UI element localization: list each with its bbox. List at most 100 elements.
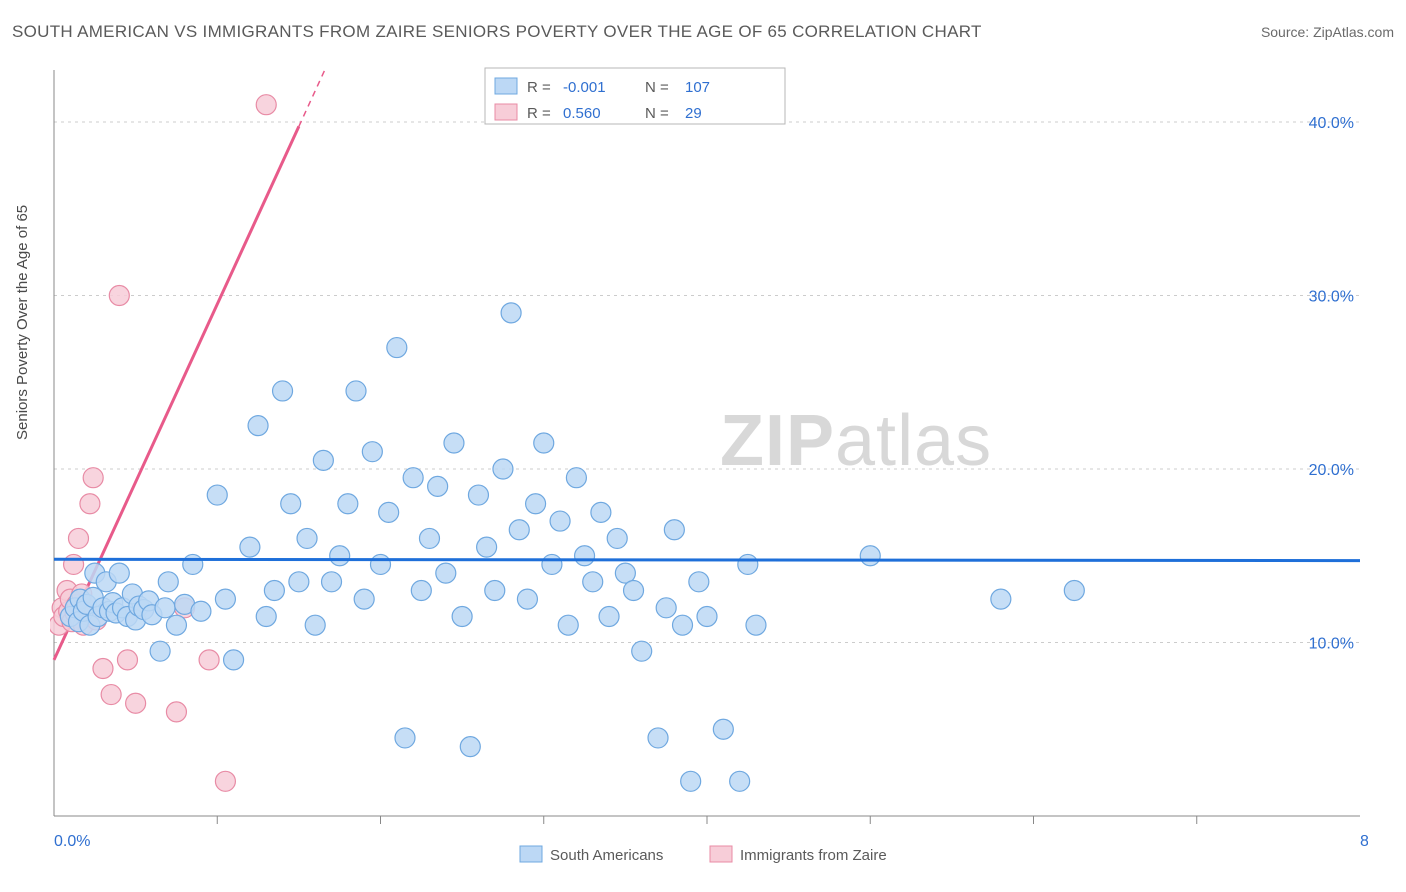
- data-point: [583, 572, 603, 592]
- data-point: [166, 615, 186, 635]
- data-point: [534, 433, 554, 453]
- chart-container: SOUTH AMERICAN VS IMMIGRANTS FROM ZAIRE …: [0, 0, 1406, 892]
- data-point: [354, 589, 374, 609]
- data-point: [117, 650, 137, 670]
- data-point: [664, 520, 684, 540]
- data-point: [109, 286, 129, 306]
- data-point: [591, 502, 611, 522]
- data-point: [485, 580, 505, 600]
- data-point: [80, 494, 100, 514]
- legend-series-label: Immigrants from Zaire: [740, 847, 887, 864]
- data-point: [289, 572, 309, 592]
- data-point: [419, 528, 439, 548]
- legend-n-value: 29: [685, 105, 702, 122]
- plot-area: 10.0%20.0%30.0%40.0%0.0%80.0%R =-0.001N …: [50, 58, 1368, 828]
- data-point: [681, 771, 701, 791]
- data-point: [991, 589, 1011, 609]
- data-point: [330, 546, 350, 566]
- data-point: [509, 520, 529, 540]
- y-tick-label: 30.0%: [1309, 289, 1354, 306]
- legend-series-label: South Americans: [550, 847, 663, 864]
- data-point: [109, 563, 129, 583]
- legend-r-label: R =: [527, 79, 551, 96]
- data-point: [281, 494, 301, 514]
- data-point: [673, 615, 693, 635]
- data-point: [411, 580, 431, 600]
- x-tick-label: 0.0%: [54, 833, 90, 850]
- legend-r-value: -0.001: [563, 79, 606, 96]
- data-point: [607, 528, 627, 548]
- data-point: [746, 615, 766, 635]
- source-label: Source:: [1261, 24, 1313, 40]
- data-point: [1064, 580, 1084, 600]
- data-point: [224, 650, 244, 670]
- y-tick-label: 20.0%: [1309, 462, 1354, 479]
- data-point: [566, 468, 586, 488]
- data-point: [403, 468, 423, 488]
- data-point: [256, 606, 276, 626]
- data-point: [738, 554, 758, 574]
- trend-line-south-american: [54, 559, 1360, 560]
- data-point: [599, 606, 619, 626]
- data-point: [689, 572, 709, 592]
- data-point: [860, 546, 880, 566]
- data-point: [362, 442, 382, 462]
- legend-swatch: [495, 78, 517, 94]
- data-point: [460, 737, 480, 757]
- data-point: [83, 468, 103, 488]
- data-point: [713, 719, 733, 739]
- legend-r-label: R =: [527, 105, 551, 122]
- data-point: [452, 606, 472, 626]
- scatter-chart-svg: 10.0%20.0%30.0%40.0%0.0%80.0%R =-0.001N …: [50, 58, 1368, 868]
- data-point: [632, 641, 652, 661]
- data-point: [656, 598, 676, 618]
- data-point: [371, 554, 391, 574]
- legend-n-label: N =: [645, 79, 669, 96]
- data-point: [624, 580, 644, 600]
- data-point: [240, 537, 260, 557]
- data-point: [444, 433, 464, 453]
- data-point: [542, 554, 562, 574]
- y-tick-label: 10.0%: [1309, 636, 1354, 653]
- data-point: [526, 494, 546, 514]
- data-point: [517, 589, 537, 609]
- data-point: [697, 606, 717, 626]
- data-point: [101, 685, 121, 705]
- data-point: [215, 589, 235, 609]
- data-point: [126, 693, 146, 713]
- data-point: [322, 572, 342, 592]
- trend-line-zaire-dashed: [299, 70, 325, 126]
- data-point: [215, 771, 235, 791]
- data-point: [305, 615, 325, 635]
- data-point: [93, 659, 113, 679]
- data-point: [64, 554, 84, 574]
- data-point: [648, 728, 668, 748]
- data-point: [395, 728, 415, 748]
- data-point: [297, 528, 317, 548]
- data-point: [273, 381, 293, 401]
- data-point: [183, 554, 203, 574]
- data-point: [558, 615, 578, 635]
- data-point: [166, 702, 186, 722]
- data-point: [346, 381, 366, 401]
- data-point: [477, 537, 497, 557]
- legend-r-value: 0.560: [563, 105, 601, 122]
- data-point: [493, 459, 513, 479]
- legend-n-label: N =: [645, 105, 669, 122]
- data-point: [199, 650, 219, 670]
- data-point: [158, 572, 178, 592]
- legend-swatch: [495, 104, 517, 120]
- data-point: [313, 450, 333, 470]
- chart-title: SOUTH AMERICAN VS IMMIGRANTS FROM ZAIRE …: [12, 22, 982, 42]
- data-point: [68, 528, 88, 548]
- data-point: [207, 485, 227, 505]
- source-link[interactable]: ZipAtlas.com: [1313, 24, 1394, 40]
- data-point: [338, 494, 358, 514]
- data-point: [150, 641, 170, 661]
- data-point: [428, 476, 448, 496]
- data-point: [248, 416, 268, 436]
- legend-n-value: 107: [685, 79, 710, 96]
- data-point: [501, 303, 521, 323]
- legend-swatch: [520, 846, 542, 862]
- y-axis-label: Seniors Poverty Over the Age of 65: [14, 205, 31, 440]
